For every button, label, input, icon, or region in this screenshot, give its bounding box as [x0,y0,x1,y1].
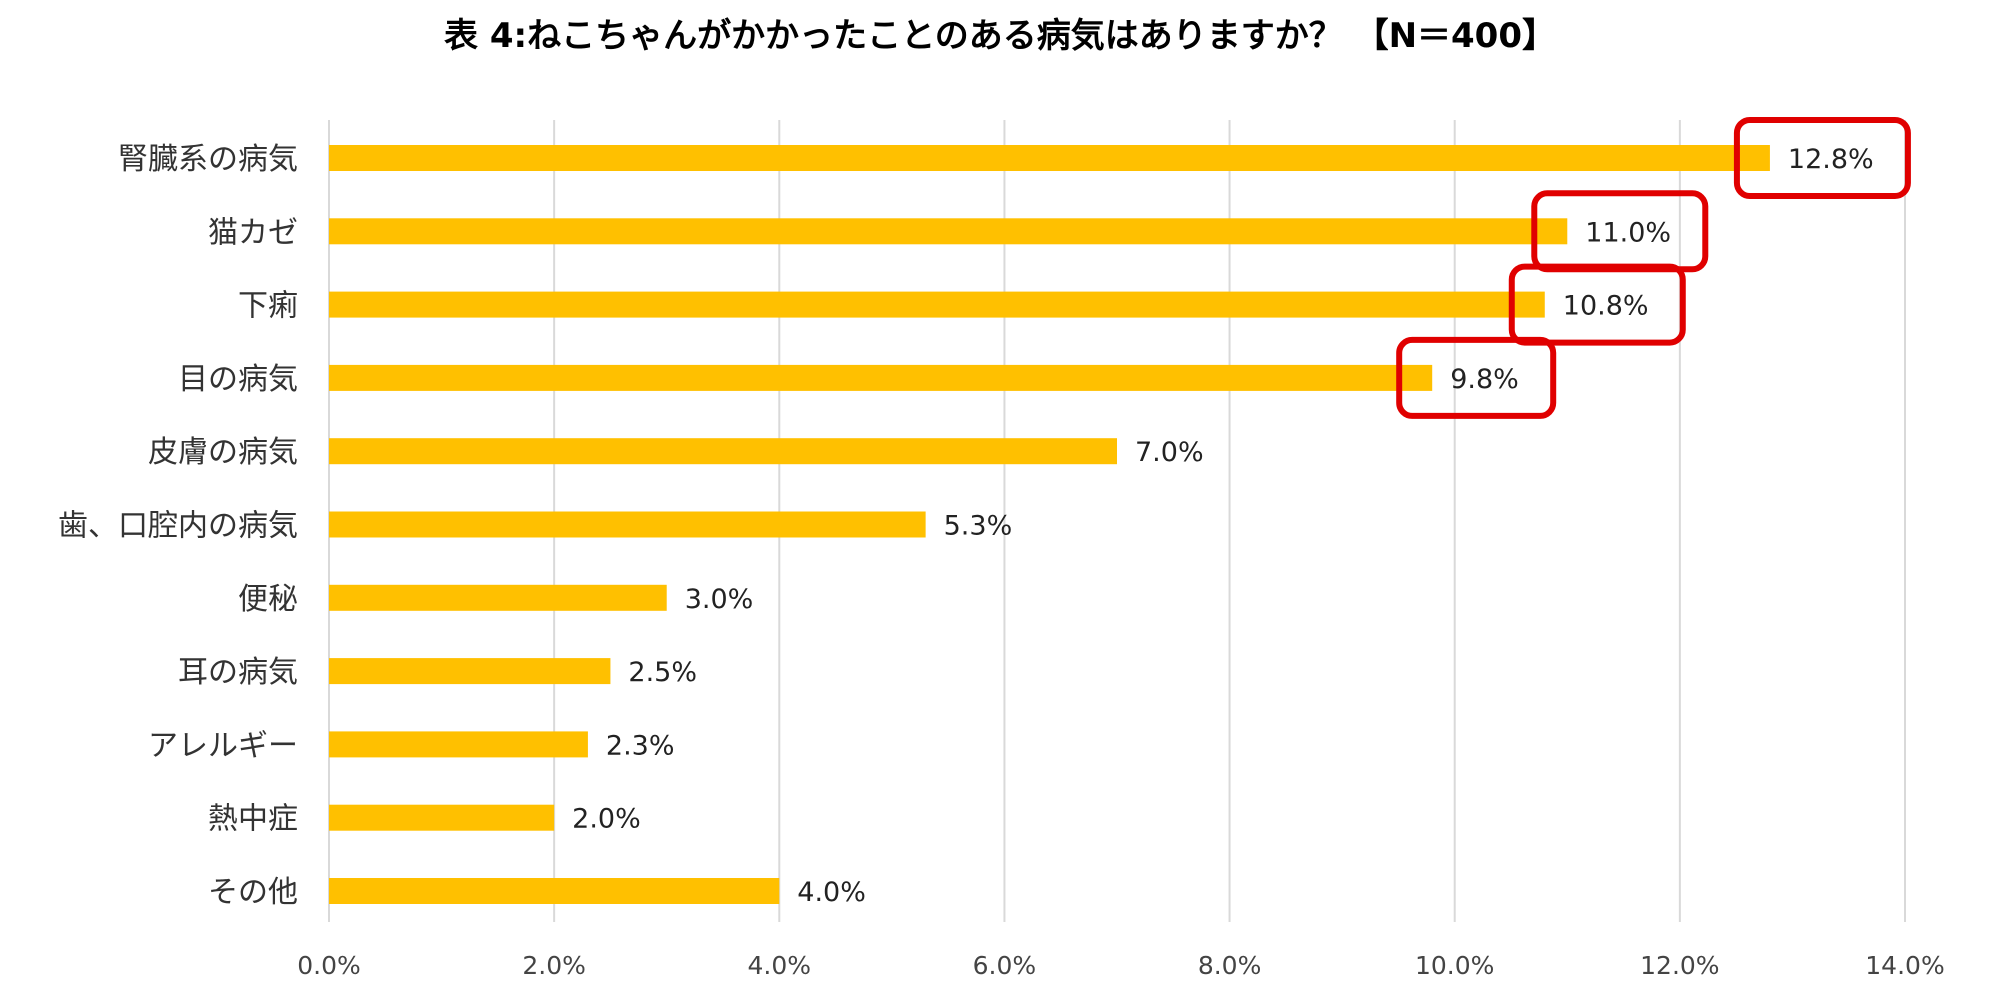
category-label: 下痢 [238,289,298,324]
data-label: 2.3% [606,730,675,761]
category-label: 目の病気 [178,362,298,397]
data-label: 9.8% [1450,364,1519,395]
category-label: 腎臓系の病気 [118,142,298,177]
bar [329,438,1117,465]
x-tick-label: 10.0% [1415,951,1494,980]
x-tick-label: 8.0% [1198,951,1262,980]
category-label: 熱中症 [208,802,298,837]
data-label: 12.8% [1788,144,1874,175]
category-label: 耳の病気 [178,655,298,690]
category-label: 猫カゼ [208,215,298,250]
x-tick-label: 14.0% [1865,951,1944,980]
bar [329,511,926,538]
x-tick-label: 2.0% [522,951,586,980]
category-label: 便秘 [238,582,298,617]
bar [329,218,1568,245]
highlight-box [1396,336,1557,419]
bar [329,658,611,685]
data-label: 3.0% [685,584,754,615]
data-label: 5.3% [944,511,1013,542]
x-tick-label: 6.0% [973,951,1037,980]
bar [329,364,1433,391]
bar [329,584,667,611]
data-label: 11.0% [1585,217,1671,248]
chart-title: 表 4:ねこちゃんがかかったことのある病気はありますか？ 【N＝400】 [443,16,1556,56]
highlight-box [1733,117,1911,199]
data-label: 10.8% [1563,291,1649,322]
labels: 0.0% 2.0% 4.0% 6.0% 8.0% 10.0% 12.0% 14.0% 腎臓系の病… [58,117,1945,980]
data-label: 2.0% [572,804,641,835]
bars [329,145,1770,904]
data-label: 7.0% [1135,437,1204,468]
x-tick-label: 4.0% [748,951,812,980]
x-tick-label: 0.0% [297,951,361,980]
category-label: 皮膚の病気 [148,435,298,470]
bar [329,878,780,904]
bar [329,145,1770,171]
category-label: アレルギー [148,728,298,763]
data-label: 4.0% [797,877,866,908]
bar [329,291,1545,318]
data-label: 2.5% [628,657,697,688]
bar [329,731,588,758]
bar [329,804,555,831]
category-label: その他 [208,875,298,910]
x-tick-label: 12.0% [1640,951,1719,980]
category-label: 歯、口腔内の病気 [58,509,298,544]
highlight-box [1508,263,1686,346]
